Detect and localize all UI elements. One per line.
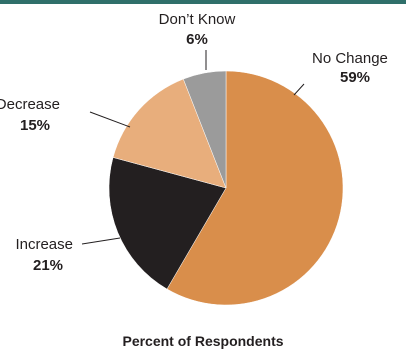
leader-line xyxy=(81,237,121,245)
slice-label-name: Don’t Know xyxy=(159,11,236,28)
top-rule xyxy=(0,0,406,4)
slice-label-value: 59% xyxy=(340,69,370,86)
pie-chart: No Change 59% Increase 21% Decrease 15% Don’t … xyxy=(0,11,388,306)
slice-label-value: 6% xyxy=(186,31,208,48)
slice-label-name: Decrease xyxy=(0,96,60,113)
pie-slice-no-change xyxy=(166,70,344,306)
pie-slice-decrease xyxy=(112,78,227,189)
slice-labels: No Change 59% Increase 21% Decrease 15% Don’t … xyxy=(0,11,388,274)
leader-line xyxy=(89,111,131,128)
slice-label-value: 21% xyxy=(33,257,63,274)
leader-line xyxy=(293,83,305,96)
axis-caption: Percent of Respondents xyxy=(122,333,284,349)
slice-label-value: 15% xyxy=(20,117,50,134)
leader-lines xyxy=(81,50,305,245)
slice-label-name: Increase xyxy=(15,236,73,253)
pie-slices xyxy=(108,70,344,306)
pie-slice-increase xyxy=(108,157,227,290)
pie-slice-don-t-know xyxy=(183,70,227,189)
slice-label-name: No Change xyxy=(312,50,388,67)
